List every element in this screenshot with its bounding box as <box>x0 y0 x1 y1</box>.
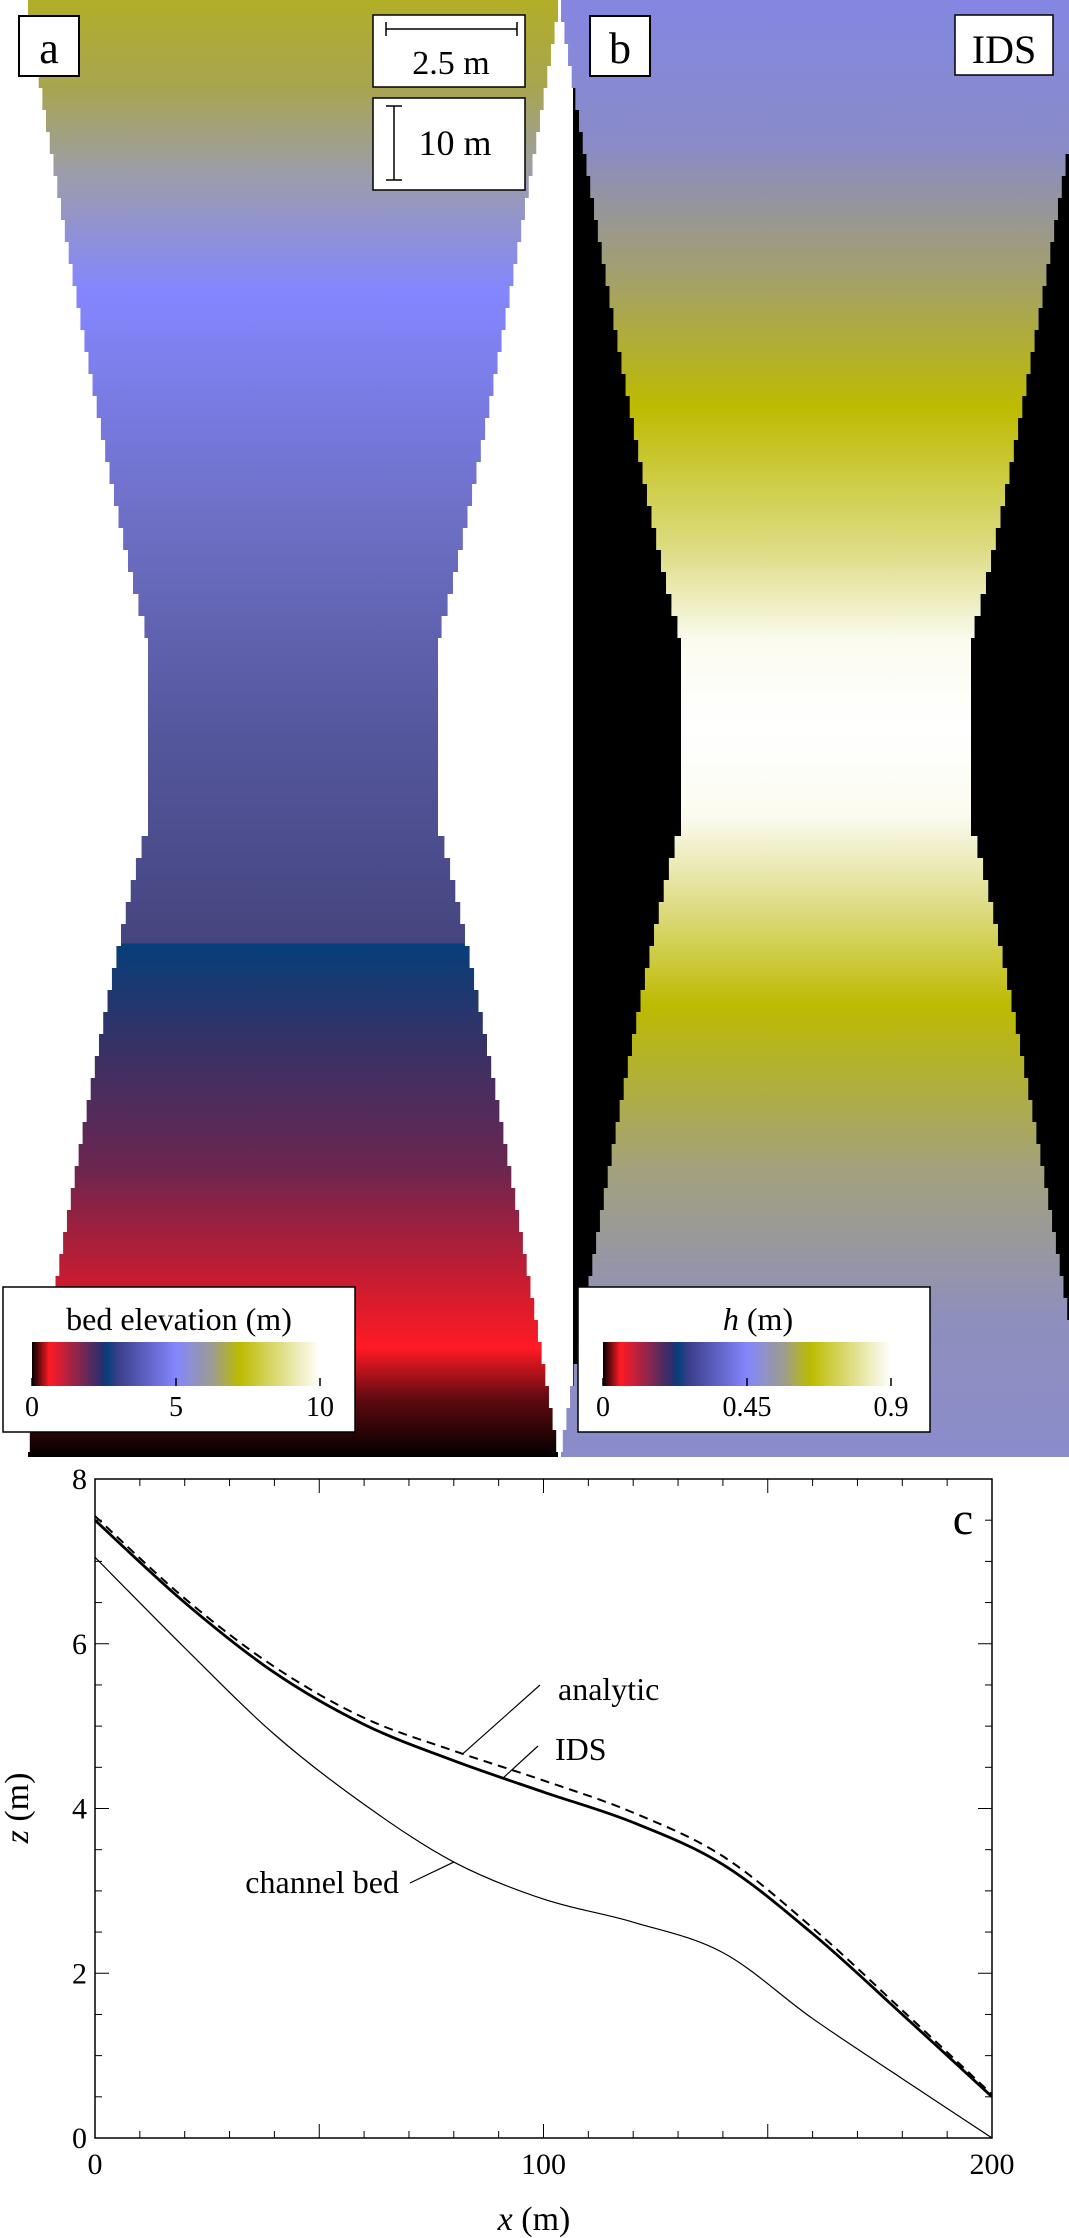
x-axis-ticks: 0 100 200 <box>88 1479 1015 2181</box>
panel-b-letter-box: b <box>589 15 651 77</box>
colorbar-b-tick-label: 0.9 <box>874 1392 909 1423</box>
colorbar-b-title-unit: (m) <box>739 1301 793 1337</box>
panel-b-label-box: IDS <box>954 14 1054 76</box>
x-tick-label: 100 <box>521 2148 566 2181</box>
panel-a: a 2.5 m 10 m bed elevation (m) 0 5 10 <box>2 0 573 1457</box>
y-axis-label-var: z <box>0 1830 36 1844</box>
colorbar-a-ticks: 0 5 10 <box>25 1378 334 1423</box>
scalebar-width-label: 2.5 m <box>412 45 489 82</box>
scalebar-height-label: 10 m <box>418 123 491 163</box>
y-tick-label: 6 <box>72 1628 87 1661</box>
colorbar-a-tick-label: 0 <box>25 1392 39 1423</box>
colorbar-a-title: bed elevation (m) <box>66 1301 292 1337</box>
colorbar-b-ticks: 0 0.45 0.9 <box>596 1378 909 1423</box>
y-tick-label: 2 <box>72 1957 87 1990</box>
x-tick-label: 0 <box>88 2148 103 2181</box>
annotation-label: channel bed <box>245 1864 399 1900</box>
annotation-leader-line <box>462 1684 541 1755</box>
y-axis-label-unit: (m) <box>0 1773 36 1831</box>
panel-b: b IDS h (m) 0 0.45 0.9 <box>561 0 1069 1457</box>
y-tick-label: 0 <box>72 2122 87 2155</box>
plot-area <box>94 1478 993 2139</box>
colorbar-b-title: h (m) <box>723 1301 793 1337</box>
panel-a-letter-box: a <box>18 15 80 77</box>
x-axis-label-unit: (m) <box>513 2201 571 2238</box>
annotation-label: IDS <box>555 1731 607 1767</box>
colorbar-a-tick-label: 5 <box>169 1392 183 1423</box>
colorbar-a: bed elevation (m) 0 5 10 <box>2 1286 356 1433</box>
series-line-channel-bed <box>95 1556 992 2138</box>
scalebar-box: 2.5 m 10 m <box>372 14 526 191</box>
annotation-leader-line <box>502 1745 539 1779</box>
panel-a-channel-bed-map <box>28 0 558 1457</box>
panel-b-letter: b <box>609 24 631 73</box>
annotation-leader-line <box>409 1861 455 1884</box>
colorbar-b-tick-label: 0.45 <box>723 1392 772 1423</box>
x-tick-label: 200 <box>970 2148 1015 2181</box>
panel-b-label: IDS <box>972 27 1036 72</box>
panel-b-water-depth-map <box>561 0 1069 1457</box>
series-line-analytic <box>95 1515 992 2096</box>
colorbar-b-tick-label: 0 <box>596 1392 610 1423</box>
x-axis-label: x (m) <box>497 2201 571 2238</box>
y-tick-label: 8 <box>72 1463 87 1496</box>
panel-c-letter: c <box>953 1493 973 1544</box>
series-group <box>95 1515 992 2138</box>
y-axis-label: z (m) <box>0 1773 36 1845</box>
colorbar-a-tick-label: 10 <box>306 1392 334 1423</box>
y-axis-ticks: 0 2 4 6 8 <box>72 1463 992 2155</box>
y-tick-label: 4 <box>72 1793 87 1826</box>
panel-a-letter: a <box>39 24 59 73</box>
annotations: analytic IDS channel bed <box>245 1671 659 1900</box>
panel-c-chart: c 0 100 200 0 2 4 6 8 analytic IDS channel bed x… <box>0 1463 1015 2238</box>
x-axis-label-var: x <box>497 2201 513 2238</box>
colorbar-b-title-var: h <box>723 1301 739 1337</box>
series-line-ids <box>95 1519 992 2098</box>
annotation-label: analytic <box>558 1671 659 1707</box>
colorbar-b: h (m) 0 0.45 0.9 <box>577 1286 931 1433</box>
